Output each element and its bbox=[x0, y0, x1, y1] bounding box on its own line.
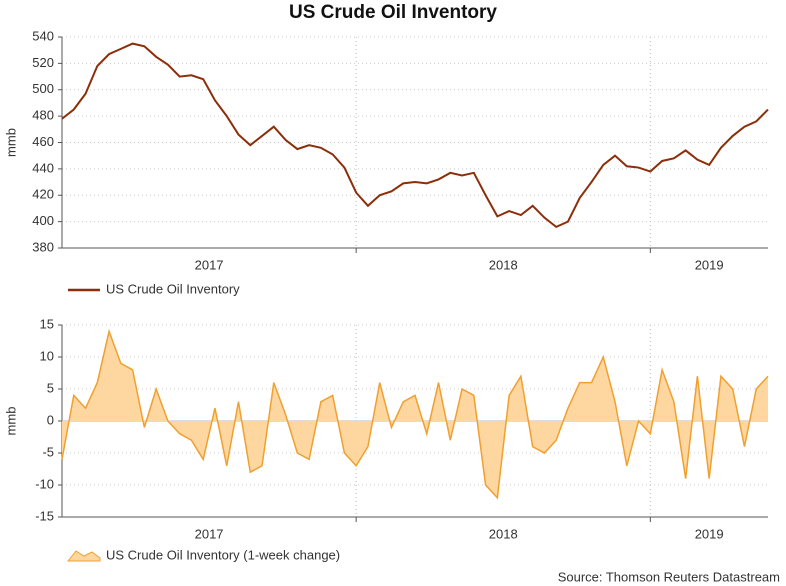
y-tick-label: 420 bbox=[32, 187, 54, 202]
x-tick-label: 2018 bbox=[489, 257, 518, 272]
y-tick-label: 10 bbox=[40, 348, 54, 363]
x-tick-label: 2017 bbox=[195, 257, 224, 272]
y-axis-label: mmb bbox=[3, 128, 18, 157]
line bbox=[61, 42, 769, 229]
y-tick-label: 5 bbox=[47, 380, 54, 395]
y-tick-label: 500 bbox=[32, 81, 54, 96]
y-tick-label: -10 bbox=[35, 476, 54, 491]
source-note: Source: Thomson Reuters Datastream bbox=[558, 569, 780, 584]
y-tick-label: 400 bbox=[32, 213, 54, 228]
chart-title: US Crude Oil Inventory bbox=[289, 2, 497, 23]
y-tick-label: 540 bbox=[32, 28, 54, 43]
x-tick-label: 2017 bbox=[195, 526, 224, 541]
y-tick-label: -5 bbox=[42, 444, 54, 459]
y-tick-label: 380 bbox=[32, 239, 54, 254]
y-tick-label: 460 bbox=[32, 134, 54, 149]
x-tick-label: 2019 bbox=[695, 257, 724, 272]
y-tick-label: 440 bbox=[32, 160, 54, 175]
y-tick-label: 15 bbox=[40, 316, 54, 331]
legend-label: US Crude Oil Inventory bbox=[106, 281, 240, 296]
x-tick-label: 2018 bbox=[489, 526, 518, 541]
y-tick-label: 480 bbox=[32, 108, 54, 123]
area-line bbox=[61, 328, 769, 500]
y-axis-label: mmb bbox=[3, 407, 18, 436]
legend-label: US Crude Oil Inventory (1-week change) bbox=[106, 547, 340, 562]
area-fill bbox=[62, 331, 768, 498]
legend-swatch bbox=[66, 550, 101, 562]
y-tick-label: -15 bbox=[35, 508, 54, 523]
y-tick-label: 0 bbox=[47, 412, 54, 427]
y-tick-label: 520 bbox=[32, 55, 54, 70]
x-tick-label: 2019 bbox=[695, 526, 724, 541]
